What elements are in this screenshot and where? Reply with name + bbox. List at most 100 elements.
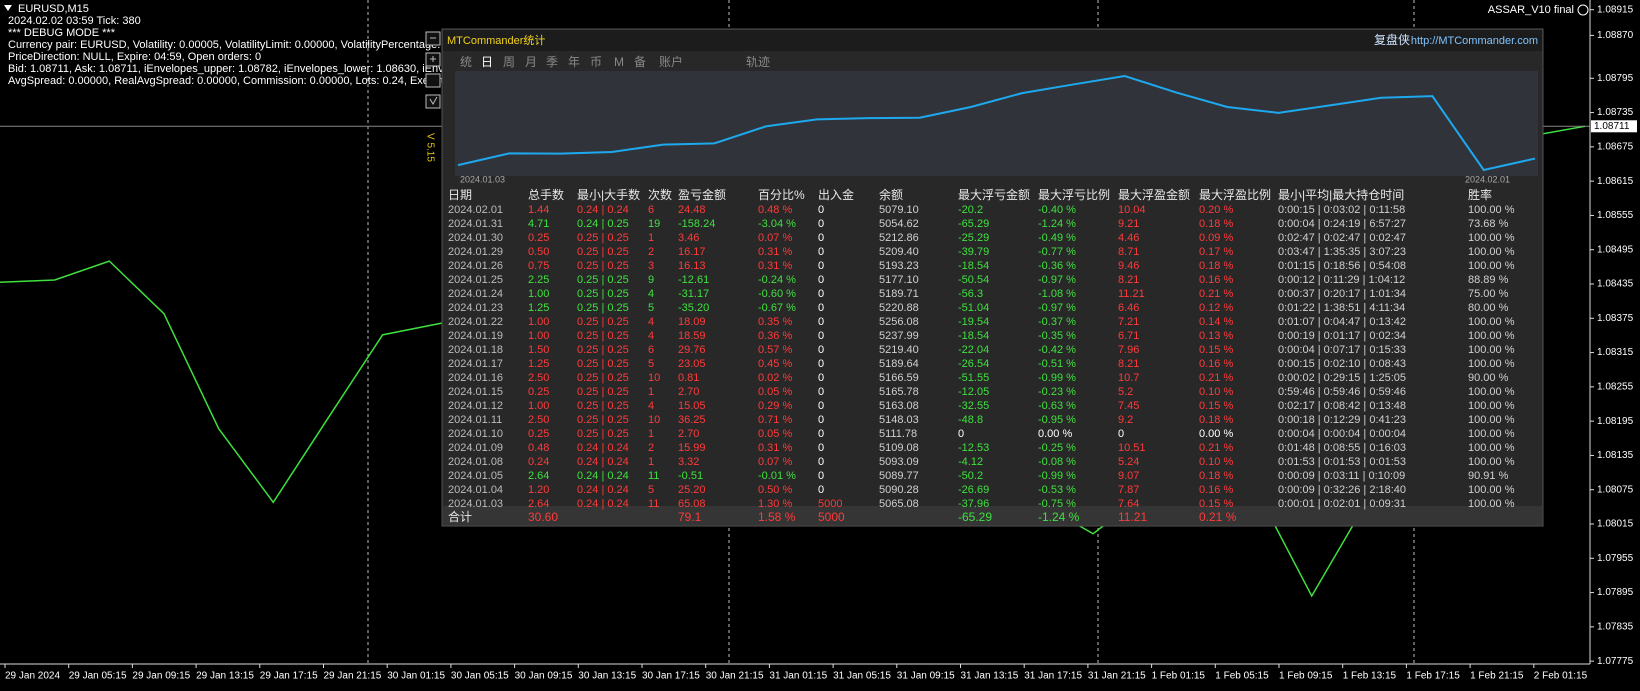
- x-tick-label: 1 Feb 01:15: [1152, 671, 1206, 682]
- table-cell: 0:00:37 | 0:20:17 | 1:01:34: [1278, 288, 1406, 300]
- table-cell: 0:01:15 | 0:18:56 | 0:54:08: [1278, 260, 1406, 272]
- table-cell: -39.79: [958, 246, 989, 258]
- table-cell: -0.23 %: [1038, 386, 1076, 398]
- table-cell: 1: [648, 428, 654, 440]
- table-cell: 0.25: [528, 428, 549, 440]
- table-cell: 0: [818, 484, 824, 496]
- button[interactable]: [425, 73, 441, 88]
- table-cell: 0:02:47 | 0:02:47 | 0:02:47: [1278, 232, 1406, 244]
- table-header: 最大浮亏金额: [958, 187, 1030, 202]
- tab[interactable]: 轨迹: [746, 55, 770, 69]
- x-tick-label: 30 Jan 21:15: [706, 671, 764, 682]
- table-cell: 2.70: [678, 428, 699, 440]
- table-cell: -1.24 %: [1038, 218, 1076, 230]
- tab[interactable]: M: [614, 55, 624, 69]
- table-cell: 4: [648, 330, 654, 342]
- total-cell: 1.58 %: [758, 510, 796, 524]
- table-cell: 100.00 %: [1468, 316, 1515, 328]
- table-cell: -158.24: [678, 218, 715, 230]
- table-cell: 0.24: [528, 456, 549, 468]
- table-cell: 0.18 %: [1199, 470, 1233, 482]
- table-cell: 0.18 %: [1199, 218, 1233, 230]
- table-cell: 90.91 %: [1468, 470, 1509, 482]
- total-cell: 30.60: [528, 510, 558, 524]
- table-cell: 5177.10: [879, 274, 919, 286]
- table-cell: 2024.01.16: [448, 372, 503, 384]
- table-cell: -1.08 %: [1038, 288, 1076, 300]
- table-cell: 0.12 %: [1199, 302, 1233, 314]
- table-cell: 5256.08: [879, 316, 919, 328]
- table-cell: 5000: [818, 498, 842, 510]
- table-cell: 0:00:04 | 0:07:17 | 0:15:33: [1278, 344, 1406, 356]
- table-cell: 0.10 %: [1199, 386, 1233, 398]
- table-cell: 2024.01.05: [448, 470, 503, 482]
- table-cell: -22.04: [958, 344, 989, 356]
- table-cell: 0: [818, 316, 824, 328]
- table-cell: 6: [648, 204, 654, 216]
- table-cell: 5166.59: [879, 372, 919, 384]
- x-tick-label: 30 Jan 01:15: [387, 671, 445, 682]
- table-cell: 2.70: [678, 386, 699, 398]
- table-cell: 10.51: [1118, 442, 1146, 454]
- table-cell: 18.59: [678, 330, 706, 342]
- panel-titlebar: [443, 30, 1542, 51]
- table-cell: 5148.03: [879, 414, 919, 426]
- table-cell: -26.54: [958, 358, 989, 370]
- tab[interactable]: 日: [481, 55, 493, 69]
- table-cell: 73.68 %: [1468, 218, 1509, 230]
- table-cell: 5111.78: [879, 428, 917, 440]
- x-tick-label: 29 Jan 05:15: [69, 671, 127, 682]
- table-cell: -0.42 %: [1038, 344, 1076, 356]
- table-cell: 0:00:19 | 0:01:17 | 0:02:34: [1278, 330, 1406, 342]
- table-cell: 0.18 %: [1199, 260, 1233, 272]
- table-cell: 100.00 %: [1468, 442, 1515, 454]
- tab[interactable]: 月: [525, 55, 537, 69]
- tab[interactable]: 年: [568, 55, 580, 69]
- table-cell: 100.00 %: [1468, 498, 1515, 510]
- table-cell: 36.25: [678, 414, 706, 426]
- table-cell: 0.21 %: [1199, 288, 1233, 300]
- info-line: *** DEBUG MODE ***: [8, 27, 116, 39]
- table-cell: 1.30 %: [758, 498, 792, 510]
- url-link[interactable]: http://MTCommander.com: [1411, 35, 1538, 47]
- table-cell: 0: [818, 288, 824, 300]
- table-cell: 0.00 %: [1199, 428, 1233, 440]
- tab[interactable]: 币: [590, 55, 602, 69]
- table-cell: 100.00 %: [1468, 386, 1515, 398]
- tab[interactable]: 备: [634, 55, 646, 69]
- table-cell: 0.21 %: [1199, 372, 1233, 384]
- table-cell: 0.31 %: [758, 260, 792, 272]
- table-cell: 0: [958, 428, 964, 440]
- x-tick-label: 1 Feb 09:15: [1279, 671, 1333, 682]
- tab[interactable]: 季: [546, 55, 558, 69]
- table-cell: 0.18 %: [1199, 414, 1233, 426]
- table-cell: -0.37 %: [1038, 316, 1076, 328]
- table-cell: 6.71: [1118, 330, 1139, 342]
- table-cell: -0.77 %: [1038, 246, 1076, 258]
- x-tick-label: 30 Jan 17:15: [642, 671, 700, 682]
- x-tick-label: 31 Jan 09:15: [897, 671, 955, 682]
- table-cell: 0.24 | 0.25: [577, 218, 629, 230]
- table-cell: 4.46: [1118, 232, 1139, 244]
- table-cell: 0:00:09 | 0:03:11 | 0:10:09: [1278, 470, 1405, 482]
- button[interactable]: [425, 94, 441, 109]
- table-cell: -25.29: [958, 232, 989, 244]
- tab[interactable]: 周: [503, 55, 515, 69]
- table-cell: 75.00 %: [1468, 288, 1509, 300]
- table-cell: 0.21 %: [1199, 442, 1233, 454]
- table-cell: 5189.64: [879, 358, 919, 370]
- stats-panel: MTCommander统计 复盘侠 http://MTCommander.com…: [441, 28, 1544, 527]
- table-cell: 5090.28: [879, 484, 919, 496]
- table-cell: 0:59:46 | 0:59:46 | 0:59:46: [1278, 386, 1406, 398]
- table-header: 盈亏金额: [678, 187, 726, 202]
- table-header: 总手数: [528, 187, 564, 202]
- table-header: 日期: [448, 188, 472, 202]
- tab[interactable]: 统: [460, 55, 472, 69]
- table-cell: 24.48: [678, 204, 706, 216]
- table-cell: 2.64: [528, 470, 549, 482]
- table-cell: 100.00 %: [1468, 246, 1515, 258]
- tab[interactable]: 账户: [659, 54, 683, 69]
- table-cell: 100.00 %: [1468, 428, 1515, 440]
- table-cell: -0.99 %: [1038, 372, 1076, 384]
- table-cell: 9.2: [1118, 414, 1133, 426]
